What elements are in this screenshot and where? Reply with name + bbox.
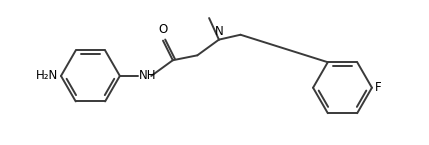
- Text: N: N: [214, 25, 223, 38]
- Text: O: O: [158, 23, 168, 36]
- Text: NH: NH: [139, 69, 156, 83]
- Text: F: F: [375, 81, 381, 94]
- Text: H₂N: H₂N: [36, 69, 58, 83]
